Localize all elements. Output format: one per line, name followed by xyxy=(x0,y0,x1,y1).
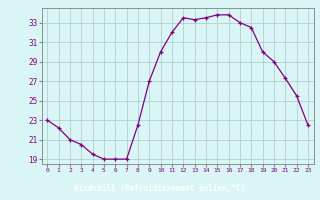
Text: Windchill (Refroidissement éolien,°C): Windchill (Refroidissement éolien,°C) xyxy=(75,184,245,193)
